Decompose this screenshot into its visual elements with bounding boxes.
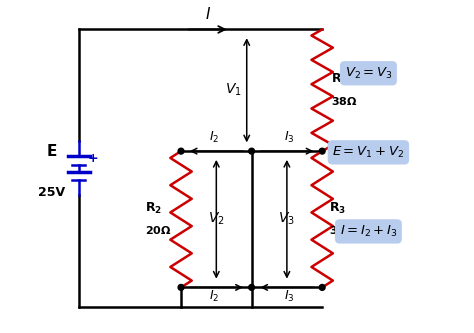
Text: 25V: 25V: [38, 186, 65, 199]
Text: $\mathbf{R_1}$: $\mathbf{R_1}$: [331, 72, 348, 87]
Text: $V_2$: $V_2$: [208, 211, 225, 227]
Text: E: E: [47, 144, 57, 159]
Circle shape: [178, 148, 184, 154]
Text: $V_3$: $V_3$: [278, 211, 295, 227]
Text: $I$: $I$: [205, 6, 211, 22]
Text: $\mathbf{R_3}$: $\mathbf{R_3}$: [329, 201, 346, 216]
Text: $I_2$: $I_2$: [209, 289, 219, 304]
Text: $E = V_1 + V_2$: $E = V_1 + V_2$: [332, 145, 404, 160]
Text: $I = I_2 + I_3$: $I = I_2 + I_3$: [339, 224, 397, 239]
Text: $I_3$: $I_3$: [284, 130, 295, 145]
Text: $I_3$: $I_3$: [284, 289, 295, 304]
Text: $\mathbf{38\Omega}$: $\mathbf{38\Omega}$: [331, 95, 357, 107]
Circle shape: [249, 284, 255, 290]
Circle shape: [319, 148, 325, 154]
Text: $V_1$: $V_1$: [225, 82, 241, 99]
Circle shape: [249, 148, 255, 154]
Text: $V_2 = V_3$: $V_2 = V_3$: [345, 66, 392, 81]
Circle shape: [319, 284, 325, 290]
Text: $\mathbf{30\Omega}$: $\mathbf{30\Omega}$: [329, 224, 356, 236]
Text: $\mathbf{R_2}$: $\mathbf{R_2}$: [145, 201, 162, 216]
Text: $I_2$: $I_2$: [209, 130, 219, 145]
Text: +: +: [87, 152, 98, 165]
Text: $\mathbf{20\Omega}$: $\mathbf{20\Omega}$: [145, 224, 171, 236]
Circle shape: [178, 284, 184, 290]
